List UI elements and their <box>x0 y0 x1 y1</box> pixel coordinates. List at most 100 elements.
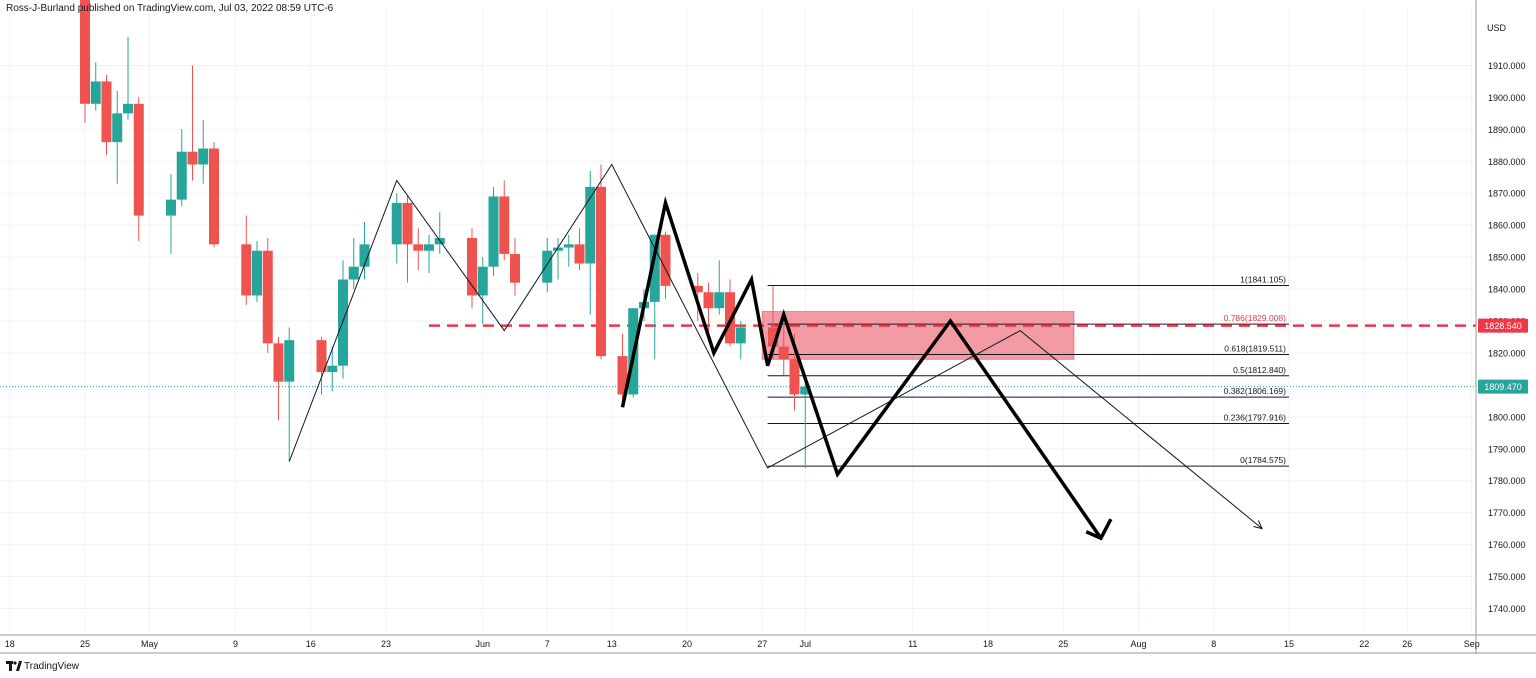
candle-body <box>467 237 477 296</box>
last-price-tag: 1809.470 <box>1484 382 1522 392</box>
candle-body <box>241 244 252 296</box>
supply-zone <box>761 310 1075 360</box>
currency-label: USD <box>1487 23 1507 33</box>
candle-body <box>391 202 402 245</box>
candle-body <box>252 250 262 296</box>
x-tick-label: Sep <box>1464 639 1480 649</box>
x-tick-label: Jul <box>799 639 811 649</box>
thin-pattern-line <box>288 163 1263 529</box>
candle-body <box>316 340 327 373</box>
time-axis[interactable]: 18 25 May 9 16 23 Jun 7 13 20 27 Jul 11 18 25 Aug 8 15 22 2… <box>0 634 1536 654</box>
supply-zone-rect <box>761 310 1075 360</box>
drawn-patterns <box>288 163 1264 541</box>
x-tick-label: 20 <box>682 639 692 649</box>
publisher-line: Ross-J-Burland published on TradingView.… <box>6 3 334 14</box>
candle-body <box>510 253 520 283</box>
candle-body <box>778 346 789 360</box>
y-tick-label: 1800.000 <box>1488 412 1526 422</box>
x-tick-label: 26 <box>1402 639 1412 649</box>
candle-body <box>660 234 671 286</box>
candle-body <box>703 292 714 309</box>
y-tick-label: 1820.000 <box>1488 348 1526 358</box>
x-tick-label: 15 <box>1284 639 1294 649</box>
x-tick-label: 22 <box>1359 639 1369 649</box>
candle-body <box>714 292 725 309</box>
candle-body <box>198 148 209 165</box>
resistance-price-tag: 1828.540 <box>1484 321 1522 331</box>
candle-body <box>327 365 338 373</box>
candle-body <box>617 356 628 395</box>
candle-body <box>477 266 488 296</box>
x-tick-label: 8 <box>1211 639 1216 649</box>
y-tick-label: 1790.000 <box>1488 444 1526 454</box>
candle-body <box>284 340 295 382</box>
y-tick-label: 1750.000 <box>1488 572 1526 582</box>
candle-body <box>166 199 176 216</box>
candle-body <box>123 103 133 114</box>
y-tick-label: 1860.000 <box>1488 221 1526 231</box>
fib-level-label: 0.618(1819.511) <box>1224 344 1286 354</box>
x-tick-label: 16 <box>306 639 316 649</box>
candle-body <box>359 244 370 267</box>
y-tick-label: 1880.000 <box>1488 157 1526 167</box>
candle-body <box>585 186 596 264</box>
y-tick-label: 1740.000 <box>1488 604 1526 614</box>
x-tick-label: 11 <box>908 639 917 649</box>
fib-level-label: 1(1841.105) <box>1240 275 1286 285</box>
x-tick-label: 27 <box>757 639 767 649</box>
y-tick-label: 1770.000 <box>1488 508 1526 518</box>
candle-body <box>348 266 359 280</box>
candle-body <box>101 81 112 143</box>
y-tick-label: 1890.000 <box>1488 125 1526 135</box>
fibonacci-retracement: 1(1841.105) 0.786(1829.008) 0.618(1819.511… <box>767 275 1289 467</box>
candle-body <box>424 244 434 251</box>
y-tick-label: 1910.000 <box>1488 61 1526 71</box>
fib-level-label: 0(1784.575) <box>1240 455 1286 465</box>
x-tick-label: May <box>141 639 159 649</box>
x-tick-label: 18 <box>983 639 993 649</box>
x-tick-label: 18 <box>5 639 15 649</box>
candle-body <box>187 151 198 165</box>
bold-arrowhead <box>1085 518 1113 541</box>
tradingview-logo-icon[interactable] <box>6 660 22 672</box>
candle-body <box>90 81 101 104</box>
candle-body <box>735 327 746 344</box>
y-tick-label: 1840.000 <box>1488 285 1526 295</box>
candle-body <box>563 244 574 248</box>
candle-body <box>574 244 585 264</box>
candle-body <box>413 244 424 251</box>
tradingview-brand[interactable]: TradingView <box>24 661 80 672</box>
fib-level-label: 0.786(1829.008) <box>1224 313 1287 323</box>
candle-body <box>338 279 348 366</box>
candle-body <box>553 247 563 251</box>
x-tick-label: Aug <box>1130 639 1146 649</box>
y-tick-label: 1900.000 <box>1488 93 1526 103</box>
candle-body <box>80 0 90 104</box>
fib-level-label: 0.382(1806.169) <box>1224 386 1287 396</box>
fib-level-label: 0.236(1797.916) <box>1224 412 1287 422</box>
x-tick-label: 9 <box>233 639 238 649</box>
candle-body <box>649 234 660 302</box>
fib-level-label: 0.5(1812.840) <box>1233 365 1286 375</box>
candle-body <box>768 327 778 347</box>
candle-body <box>209 148 219 245</box>
last-price-tag-bg <box>1478 379 1528 394</box>
x-tick-label: 25 <box>80 639 90 649</box>
x-tick-label: 23 <box>381 639 391 649</box>
price-axis[interactable]: 1740.000 1750.000 1760.000 1770.000 1780.000… <box>1475 0 1526 654</box>
grid <box>0 8 1476 635</box>
candle-body <box>800 386 811 395</box>
y-tick-label: 1850.000 <box>1488 253 1526 263</box>
candle-body <box>262 250 273 344</box>
candle-body <box>112 113 123 143</box>
candle-body <box>499 196 510 254</box>
x-tick-label: 13 <box>607 639 617 649</box>
x-tick-label: 25 <box>1058 639 1068 649</box>
candle-body <box>789 359 800 395</box>
candle-body <box>176 151 187 200</box>
bold-pattern-line <box>620 196 1103 540</box>
candle-body <box>402 202 413 245</box>
price-tags: 1828.540 1809.470 <box>1478 318 1528 394</box>
y-tick-label: 1760.000 <box>1488 540 1526 550</box>
